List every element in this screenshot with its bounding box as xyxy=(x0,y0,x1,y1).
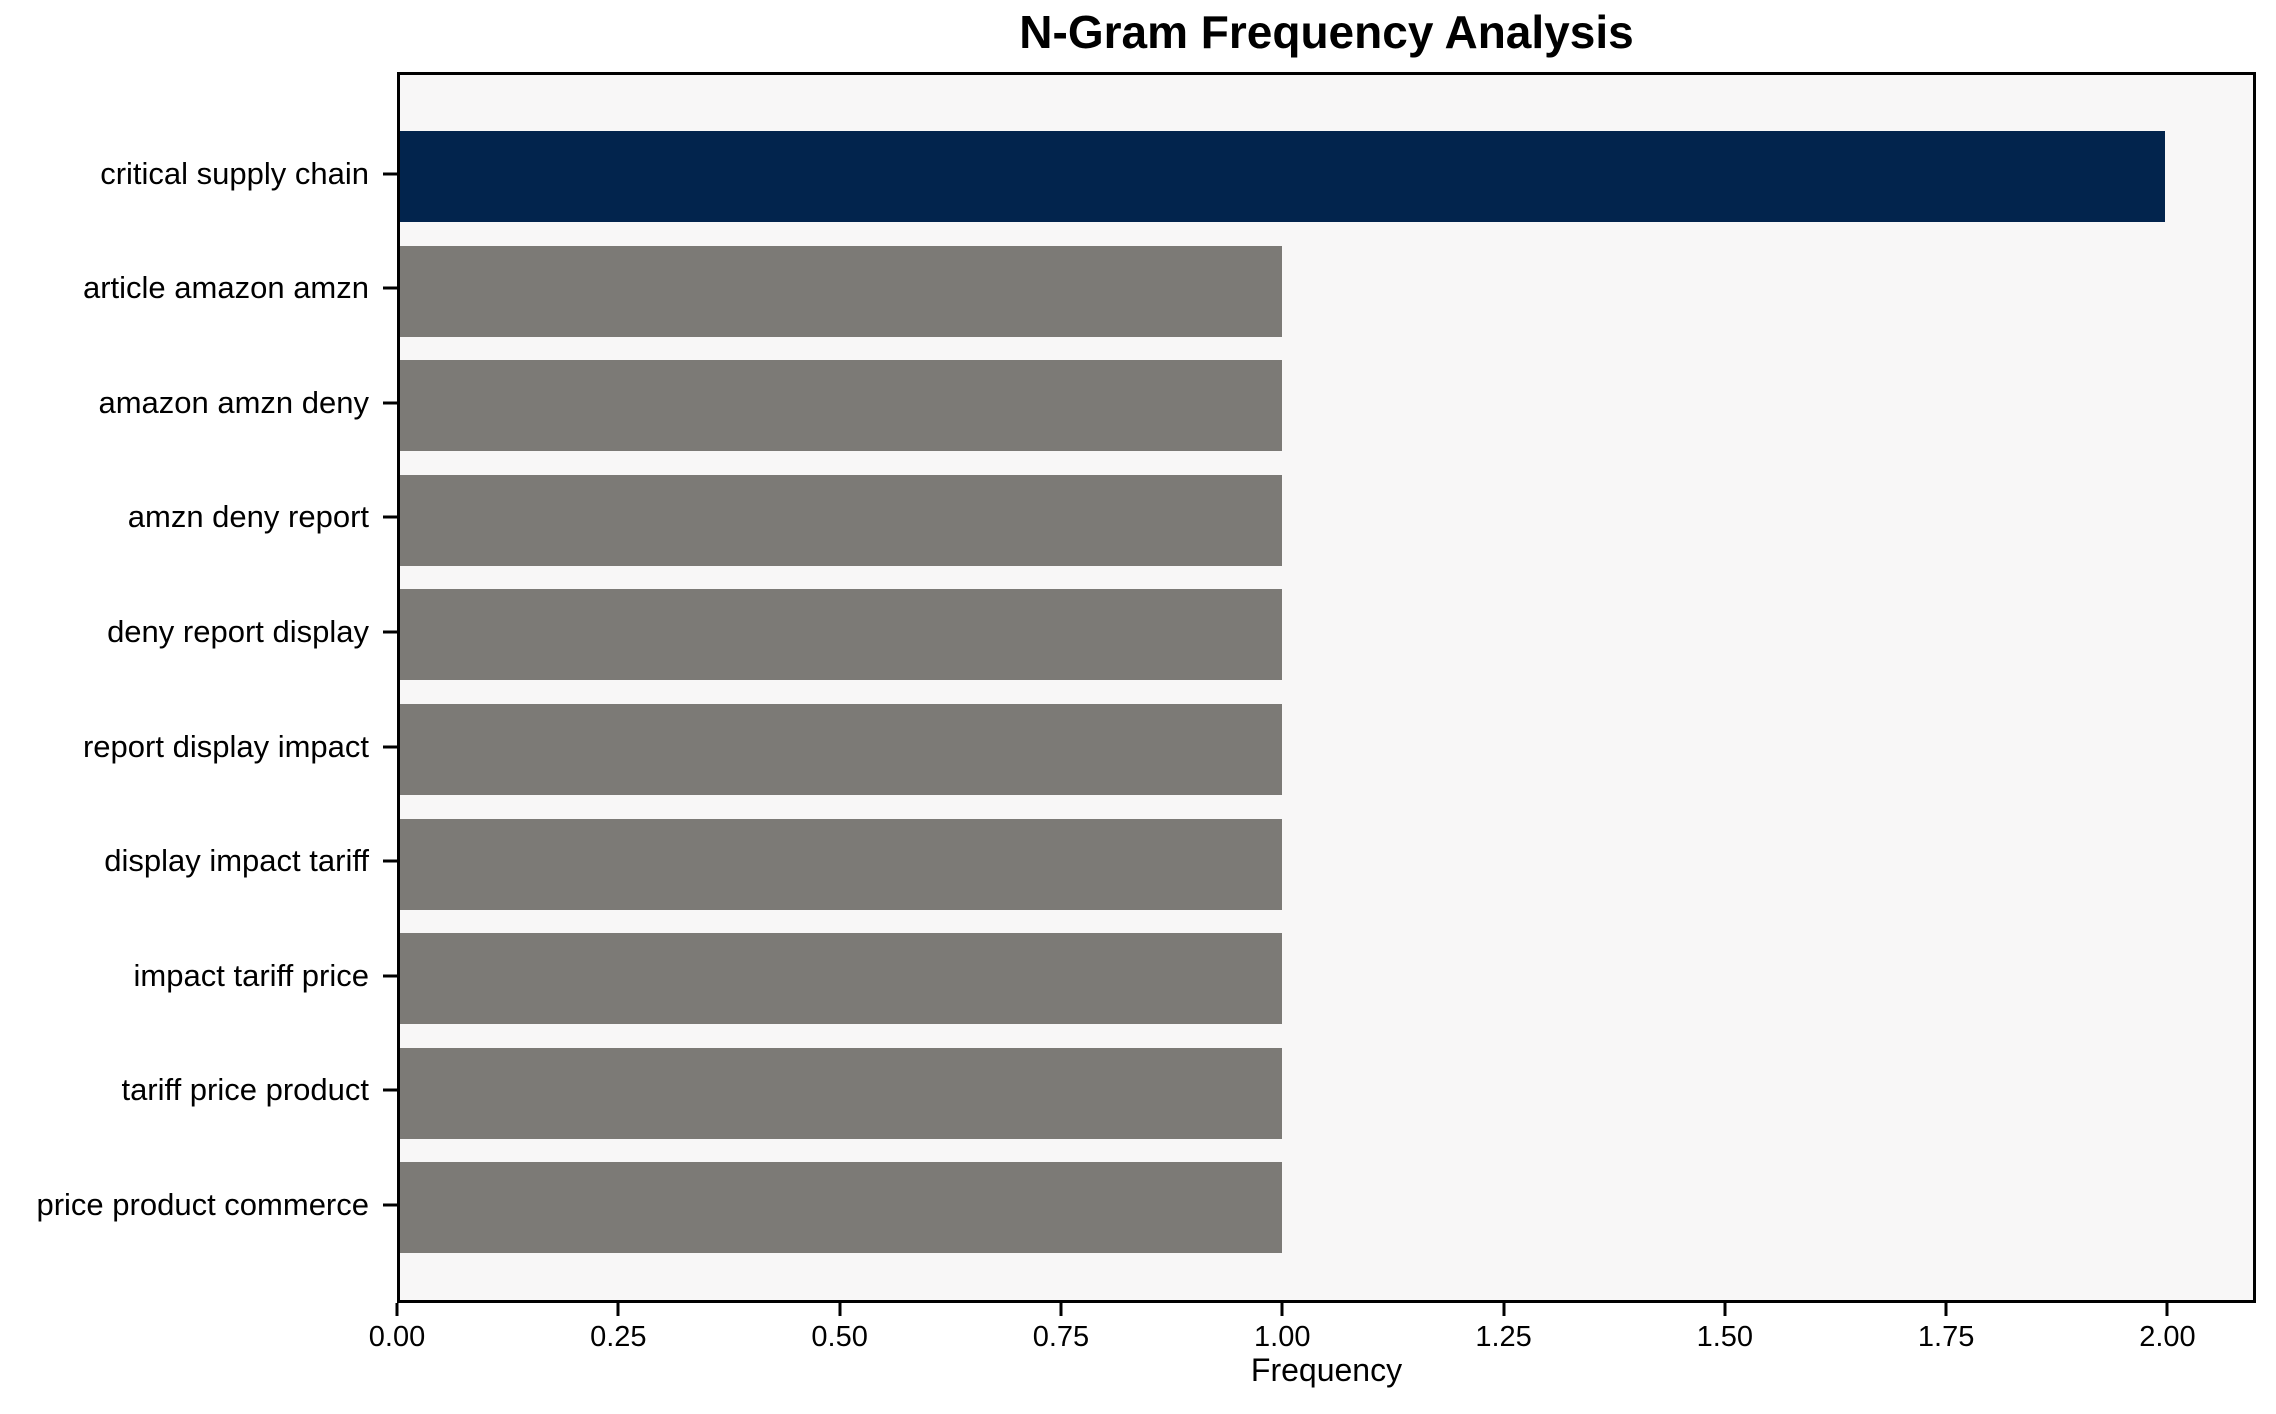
y-axis: critical supply chain article amazon amzn… xyxy=(0,72,397,1303)
x-tick-label: 0.50 xyxy=(811,1321,868,1353)
bar xyxy=(400,131,2165,222)
x-tick-mark xyxy=(838,1303,842,1316)
y-tick-mark xyxy=(383,172,397,175)
y-tick-label: display impact tariff xyxy=(104,843,369,879)
y-tick-mark xyxy=(383,515,397,519)
x-tick-mark xyxy=(1502,1303,1506,1316)
x-tick-label: 1.00 xyxy=(1254,1321,1311,1353)
x-tick-label: 1.75 xyxy=(1917,1321,1975,1353)
bar xyxy=(400,589,1283,681)
y-tick-mark xyxy=(383,745,397,748)
y-tick-mark xyxy=(383,630,397,634)
y-tick-label: deny report display xyxy=(107,613,369,649)
x-tick-label: 0.25 xyxy=(590,1321,647,1353)
x-tick-label: 0.00 xyxy=(368,1321,426,1353)
bar xyxy=(400,818,1283,910)
y-tick-mark xyxy=(383,859,397,863)
y-tick-label: price product commerce xyxy=(36,1186,369,1222)
x-tick-mark xyxy=(1723,1303,1727,1316)
x-tick-mark xyxy=(1280,1303,1284,1316)
y-tick-mark xyxy=(383,1088,397,1092)
y-tick-label: amzn deny report xyxy=(127,499,369,535)
y-tick-mark xyxy=(383,401,397,405)
x-tick-label: 0.75 xyxy=(1032,1321,1090,1353)
y-tick-label: article amazon amzn xyxy=(82,270,369,306)
x-tick-mark xyxy=(395,1303,399,1316)
x-tick-label: 1.25 xyxy=(1475,1321,1532,1353)
bar xyxy=(400,933,1283,1025)
bar xyxy=(400,1162,1283,1254)
bar xyxy=(400,1047,1283,1139)
x-tick-mark xyxy=(1944,1303,1948,1316)
bar xyxy=(400,474,1283,566)
bar xyxy=(400,704,1283,795)
x-tick-mark xyxy=(616,1303,620,1316)
bar xyxy=(400,360,1283,452)
x-axis-label: Frequency xyxy=(1250,1352,1403,1388)
y-tick-mark xyxy=(383,1203,397,1207)
y-tick-mark xyxy=(383,974,397,978)
y-tick-mark xyxy=(383,286,397,290)
plot-area xyxy=(397,72,2256,1303)
x-tick-label: 2.00 xyxy=(2139,1321,2196,1353)
y-tick-label: impact tariff price xyxy=(133,957,369,993)
x-axis: 0.00 0.25 0.50 0.75 1.00 1.25 1.50 1.75 2.00 xyxy=(369,1303,2256,1373)
y-tick-label: report display impact xyxy=(82,728,369,764)
y-tick-label: critical supply chain xyxy=(100,155,369,191)
x-tick-mark xyxy=(2165,1303,2169,1316)
x-tick-label: 1.50 xyxy=(1696,1321,1754,1353)
y-tick-label: amazon amzn deny xyxy=(98,384,369,420)
y-tick-label: tariff price product xyxy=(121,1072,369,1108)
chart-title: N-Gram Frequency Analysis xyxy=(1019,6,1634,58)
x-tick-mark xyxy=(1059,1303,1063,1316)
bar xyxy=(400,245,1283,337)
